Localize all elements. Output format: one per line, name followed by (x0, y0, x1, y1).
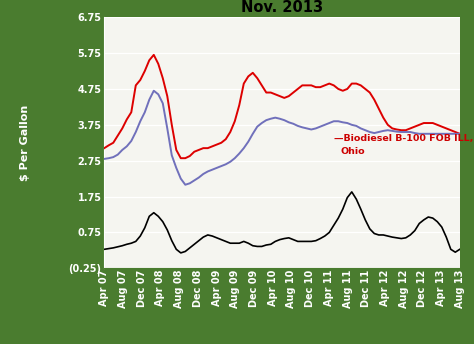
Text: Ohio: Ohio (340, 147, 365, 156)
Text: —Biodiesel B-100 FOB ILL, IND,: —Biodiesel B-100 FOB ILL, IND, (334, 134, 474, 143)
Title: Figure 4. Biodiesel & Diesel Fuel Prices through
Nov. 2013: Figure 4. Biodiesel & Diesel Fuel Prices… (84, 0, 474, 15)
Y-axis label: $ Per Gallon: $ Per Gallon (19, 105, 29, 181)
